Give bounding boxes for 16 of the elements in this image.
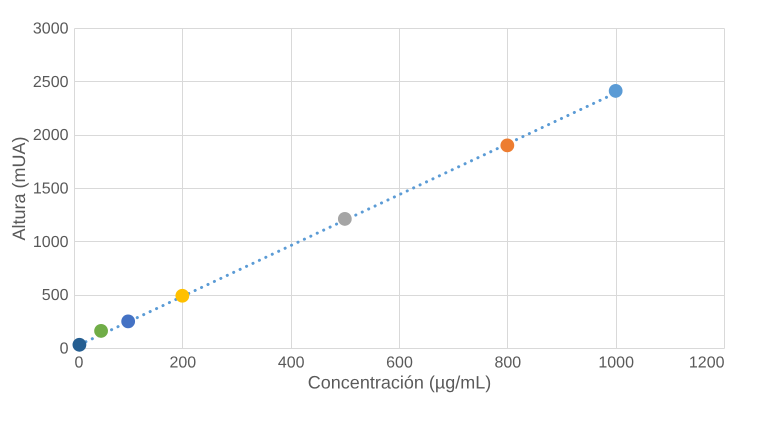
- x-tick-label: 600: [386, 354, 413, 372]
- x-tick-label: 800: [494, 354, 522, 372]
- y-tick-label: 2500: [32, 74, 69, 91]
- y-tick-label: 0: [60, 340, 69, 358]
- y-tick-label: 2000: [32, 127, 69, 144]
- y-axis-title: Altura (mUA): [8, 136, 29, 241]
- y-tick-label: 1000: [32, 234, 69, 251]
- x-axis-title: Concentración (µg/mL): [308, 372, 492, 392]
- x-tick-label: 0: [74, 354, 84, 372]
- y-tick-label: 1500: [32, 180, 69, 198]
- y-tick-label: 500: [42, 287, 69, 304]
- y-tick-label: 3000: [32, 20, 69, 38]
- x-tick-label: 1200: [688, 354, 725, 372]
- x-tick-label: 1000: [598, 354, 634, 372]
- x-tick-label: 200: [169, 354, 196, 372]
- x-tick-label: 400: [278, 354, 305, 372]
